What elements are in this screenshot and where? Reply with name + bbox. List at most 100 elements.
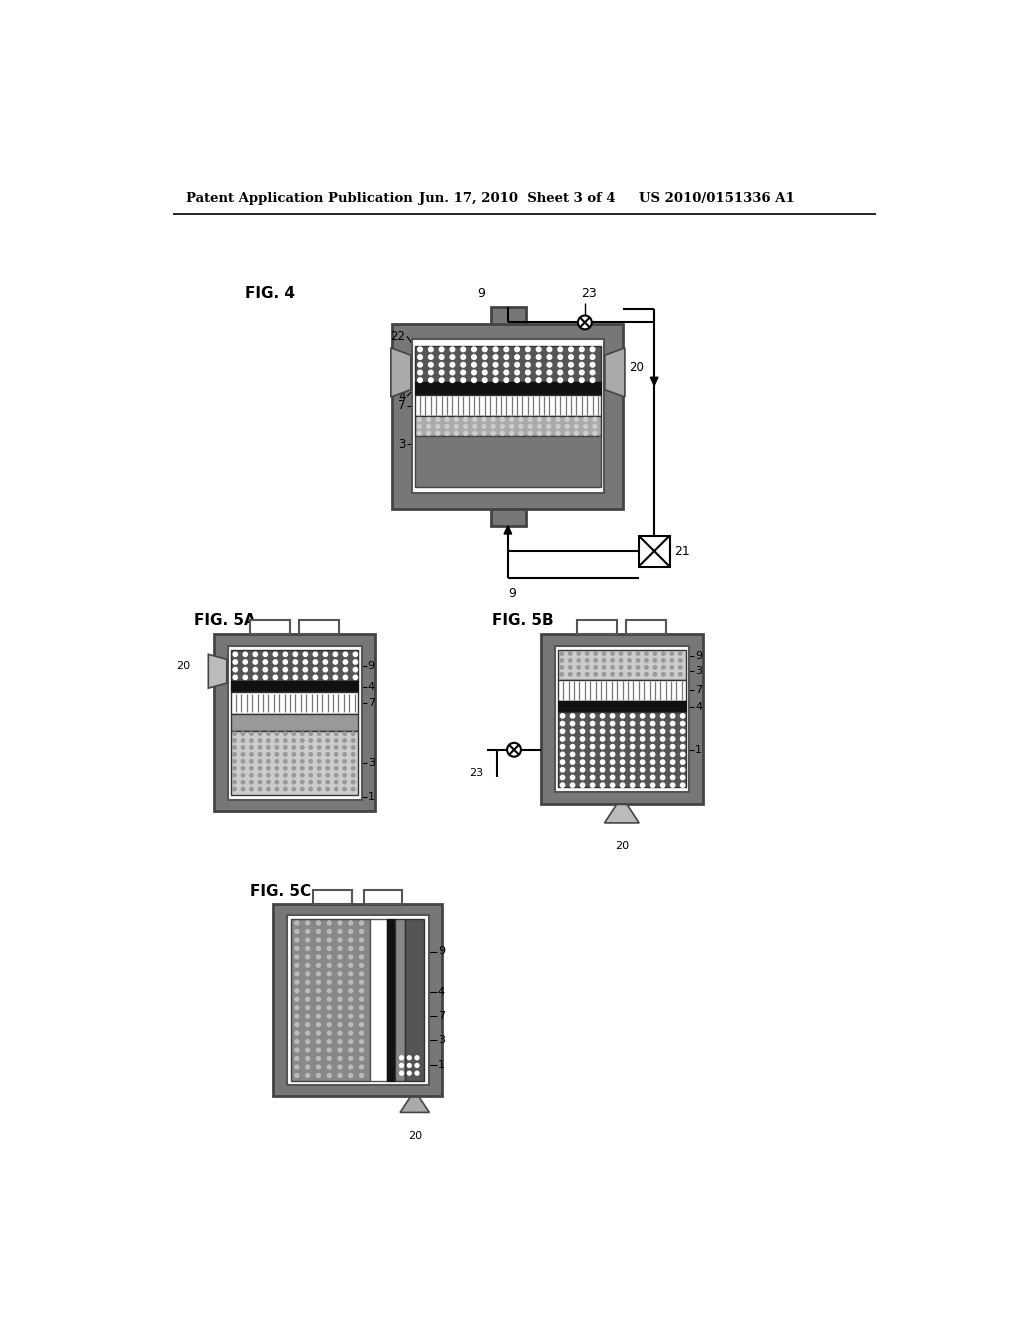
Circle shape	[461, 363, 466, 367]
Circle shape	[586, 673, 589, 676]
Circle shape	[560, 775, 564, 780]
Bar	[299, 620, 339, 635]
Polygon shape	[400, 1097, 429, 1113]
Circle shape	[301, 752, 304, 756]
Circle shape	[250, 731, 253, 735]
Circle shape	[653, 665, 656, 669]
Text: 9: 9	[368, 661, 375, 671]
Circle shape	[338, 1056, 342, 1060]
Bar	[364, 890, 402, 904]
Circle shape	[275, 739, 279, 742]
Circle shape	[326, 731, 330, 735]
Circle shape	[581, 744, 585, 748]
Circle shape	[671, 729, 675, 734]
Circle shape	[547, 425, 551, 428]
Circle shape	[445, 432, 449, 436]
Circle shape	[600, 729, 605, 734]
Circle shape	[301, 767, 304, 770]
Circle shape	[328, 1056, 331, 1060]
Circle shape	[306, 1065, 309, 1069]
Circle shape	[351, 774, 354, 777]
Circle shape	[242, 787, 245, 791]
Circle shape	[343, 787, 346, 791]
Circle shape	[266, 774, 270, 777]
Circle shape	[504, 370, 509, 375]
Circle shape	[594, 665, 597, 669]
Circle shape	[328, 989, 331, 993]
Circle shape	[570, 752, 574, 756]
Circle shape	[232, 739, 237, 742]
Circle shape	[560, 722, 564, 726]
Circle shape	[640, 760, 645, 764]
Circle shape	[504, 363, 509, 367]
Circle shape	[338, 1040, 342, 1044]
Circle shape	[359, 921, 364, 925]
Circle shape	[292, 746, 296, 750]
Circle shape	[472, 378, 476, 383]
Circle shape	[671, 714, 675, 718]
Circle shape	[660, 768, 665, 772]
Circle shape	[349, 1014, 352, 1018]
Circle shape	[333, 652, 338, 656]
Circle shape	[328, 1040, 331, 1044]
Circle shape	[568, 370, 573, 375]
Bar	[370, 919, 387, 1081]
Text: 23: 23	[581, 286, 597, 300]
Bar	[415, 395, 601, 416]
Circle shape	[295, 1073, 299, 1077]
Circle shape	[295, 972, 299, 975]
Circle shape	[662, 659, 666, 663]
Circle shape	[620, 659, 623, 663]
Circle shape	[317, 759, 321, 763]
Polygon shape	[604, 804, 639, 822]
Circle shape	[273, 668, 278, 672]
Circle shape	[250, 739, 253, 742]
Circle shape	[636, 673, 640, 676]
Circle shape	[631, 768, 635, 772]
Circle shape	[671, 744, 675, 748]
Bar	[273, 904, 442, 1096]
Circle shape	[316, 929, 321, 933]
Circle shape	[359, 946, 364, 950]
Circle shape	[558, 378, 562, 383]
Circle shape	[258, 739, 261, 742]
Circle shape	[293, 668, 298, 672]
Circle shape	[620, 652, 623, 655]
Circle shape	[353, 660, 357, 664]
Circle shape	[593, 425, 597, 428]
Circle shape	[415, 1064, 419, 1068]
Circle shape	[570, 729, 574, 734]
Circle shape	[591, 737, 595, 741]
Circle shape	[558, 363, 562, 367]
Circle shape	[515, 370, 519, 375]
Circle shape	[309, 774, 312, 777]
Circle shape	[306, 1006, 309, 1010]
Circle shape	[415, 1072, 419, 1074]
Circle shape	[568, 673, 572, 676]
Circle shape	[258, 780, 261, 784]
Circle shape	[640, 783, 645, 787]
Circle shape	[295, 946, 299, 950]
Circle shape	[292, 739, 296, 742]
Circle shape	[418, 417, 421, 421]
Circle shape	[333, 676, 338, 680]
Bar	[373, 921, 375, 1080]
Circle shape	[335, 759, 338, 763]
Circle shape	[275, 746, 279, 750]
Circle shape	[317, 780, 321, 784]
Circle shape	[273, 676, 278, 680]
Circle shape	[233, 676, 238, 680]
Circle shape	[253, 652, 257, 656]
Circle shape	[316, 981, 321, 985]
Circle shape	[568, 652, 572, 655]
Circle shape	[324, 676, 328, 680]
Circle shape	[591, 783, 595, 787]
Circle shape	[359, 1040, 364, 1044]
Circle shape	[295, 998, 299, 1001]
Circle shape	[640, 744, 645, 748]
Circle shape	[306, 981, 309, 985]
Circle shape	[660, 752, 665, 756]
Text: 20: 20	[390, 360, 406, 374]
Circle shape	[581, 737, 585, 741]
Circle shape	[581, 760, 585, 764]
